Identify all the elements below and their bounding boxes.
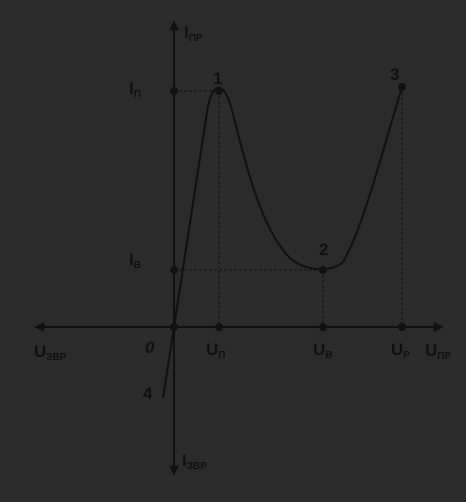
valley-voltage-tick (319, 323, 327, 331)
voltage-reverse-label: UЗВР (34, 342, 67, 363)
solution-voltage-tick (398, 323, 406, 331)
solution-voltage-label: UР (391, 340, 410, 361)
iv-curve (162, 86, 403, 399)
valley-point-marker (319, 266, 327, 274)
valley-voltage-label: UВ (313, 340, 333, 361)
point-1-label: 1 (213, 69, 222, 88)
current-forward-label: IПР (184, 23, 203, 44)
peak-voltage-label: UП (206, 340, 225, 361)
voltage-forward-label: UПР (425, 341, 451, 362)
current-reverse-label: IЗВР (182, 451, 207, 472)
peak-current-label: IП (129, 79, 141, 100)
point-3-label: 3 (390, 65, 399, 84)
point-4-label: 4 (143, 384, 153, 403)
valley-current-label: IВ (129, 250, 141, 271)
origin-label: 0 (145, 338, 155, 357)
origin-marker (170, 323, 178, 331)
peak-voltage-tick (215, 323, 223, 331)
point-2-label: 2 (319, 240, 328, 259)
peak-point-marker (215, 87, 223, 95)
valley-current-tick (170, 266, 178, 274)
peak-current-tick (170, 87, 178, 95)
point-3-marker (398, 83, 406, 91)
